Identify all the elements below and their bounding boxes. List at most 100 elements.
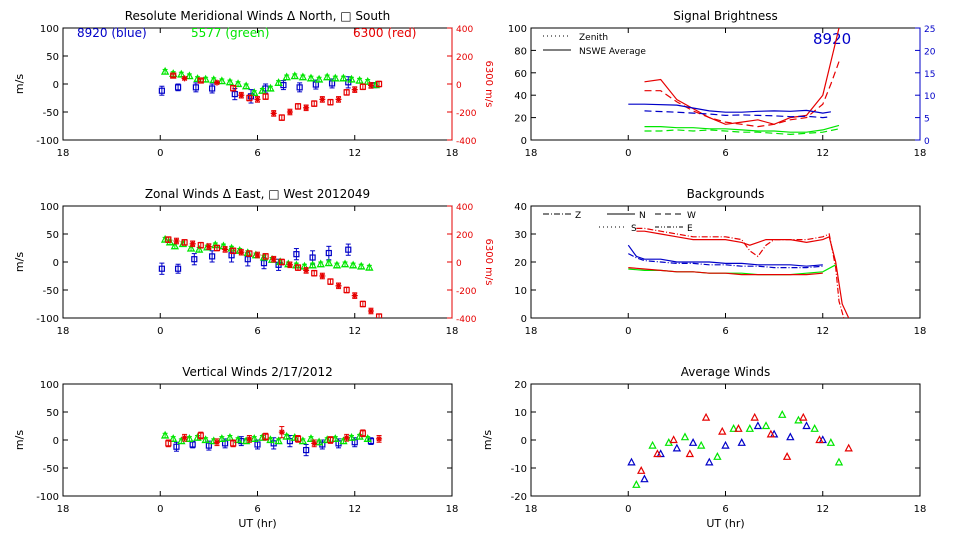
data-point <box>347 432 356 441</box>
data-point <box>160 430 170 439</box>
chart-title: Signal Brightness <box>673 9 778 23</box>
data-point <box>213 244 221 252</box>
data-point <box>648 440 657 449</box>
y-tick-label-right: 200 <box>456 53 473 63</box>
data-point <box>713 452 722 460</box>
data-point <box>761 421 771 430</box>
y-tick-label-right: -200 <box>456 109 477 119</box>
legend: Zenith NSWE Average <box>543 33 646 57</box>
data-point <box>250 88 259 97</box>
data-point <box>376 435 383 442</box>
x-tick-label: 12 <box>348 326 361 337</box>
data-point <box>170 72 177 79</box>
data-point <box>799 412 808 421</box>
data-point <box>680 432 690 441</box>
series-red <box>636 227 845 318</box>
data-point <box>324 258 334 267</box>
data-point <box>834 457 844 466</box>
data-point <box>696 440 706 449</box>
y-tick-label: 10 <box>514 408 527 419</box>
data-point <box>306 434 316 442</box>
annotation-red: 6300 (red) <box>353 26 416 40</box>
data-layer <box>160 426 383 457</box>
data-point <box>233 435 243 444</box>
data-point <box>296 84 303 91</box>
data-point <box>250 434 259 442</box>
data-point <box>158 87 165 94</box>
x-tick-label: 0 <box>625 326 631 337</box>
annotation-blue: 8920 <box>813 30 851 48</box>
data-point <box>160 234 170 243</box>
series-blue <box>158 243 352 275</box>
y-tick-label: 50 <box>46 230 59 241</box>
data-point <box>348 260 358 269</box>
x-tick-label: 6 <box>722 504 728 515</box>
data-point <box>357 261 366 270</box>
data-point <box>308 260 317 269</box>
data-point <box>319 273 326 279</box>
data-point <box>343 286 350 294</box>
x-tick-label: 0 <box>625 504 631 515</box>
data-point <box>343 434 350 441</box>
y-tick-label-right: -400 <box>456 315 477 325</box>
data-point <box>209 75 218 84</box>
x-tick-label: 12 <box>816 148 829 159</box>
data-point <box>173 443 180 450</box>
chart-title: Backgrounds <box>687 187 765 201</box>
data-point <box>262 93 269 100</box>
data-point <box>340 259 350 268</box>
data-point <box>688 438 698 446</box>
y-tick-label-right: 10 <box>924 92 936 102</box>
data-point <box>753 421 763 430</box>
y-tick-label-right: 200 <box>456 231 473 241</box>
chart-title: Average Winds <box>681 365 771 379</box>
y-tick-label: 60 <box>514 69 527 80</box>
data-point <box>241 81 251 90</box>
data-point <box>274 436 283 445</box>
data-point <box>197 242 204 249</box>
data-point <box>230 85 237 92</box>
data-point <box>303 267 310 274</box>
data-point <box>745 424 755 432</box>
y-tick-label: -50 <box>43 286 59 297</box>
x-tick-label: 0 <box>157 326 163 337</box>
data-point <box>278 114 285 121</box>
data-point <box>254 96 261 103</box>
data-point <box>197 432 204 439</box>
data-point <box>173 238 180 244</box>
data-point <box>233 79 243 88</box>
legend-label: Zenith <box>579 33 608 43</box>
data-point <box>238 92 245 99</box>
data-point <box>314 437 324 446</box>
legend-label: S <box>631 224 637 234</box>
data-point <box>311 100 318 107</box>
chart-title: Vertical Winds 2/17/2012 <box>182 365 333 379</box>
series-line <box>636 227 845 318</box>
data-point <box>335 282 342 289</box>
x-tick-label: 0 <box>625 148 631 159</box>
data-point <box>246 250 253 257</box>
x-axis-label: UT (hr) <box>706 517 744 530</box>
data-point <box>363 434 372 442</box>
data-point <box>844 443 853 452</box>
chart-zonal: Zonal Winds Δ East, □ West 2012049 18 0 6 12… <box>13 187 494 337</box>
data-point <box>201 435 210 444</box>
data-point <box>191 256 198 263</box>
series-red <box>165 236 383 318</box>
x-tick-label: 6 <box>254 326 260 337</box>
data-point <box>705 457 714 466</box>
y-tick-label: 100 <box>40 24 59 35</box>
data-point <box>303 446 310 454</box>
y-tick-label: 100 <box>508 24 527 35</box>
x-tick-label: 6 <box>722 148 728 159</box>
chart-title: Resolute Meridional Winds Δ North, □ Sou… <box>125 9 391 23</box>
data-point <box>185 71 194 80</box>
data-point <box>327 278 334 285</box>
data-point <box>213 439 220 446</box>
data-point <box>209 253 216 260</box>
data-point <box>278 429 285 436</box>
data-point <box>165 236 172 243</box>
data-point <box>685 449 695 458</box>
data-point <box>672 443 682 452</box>
